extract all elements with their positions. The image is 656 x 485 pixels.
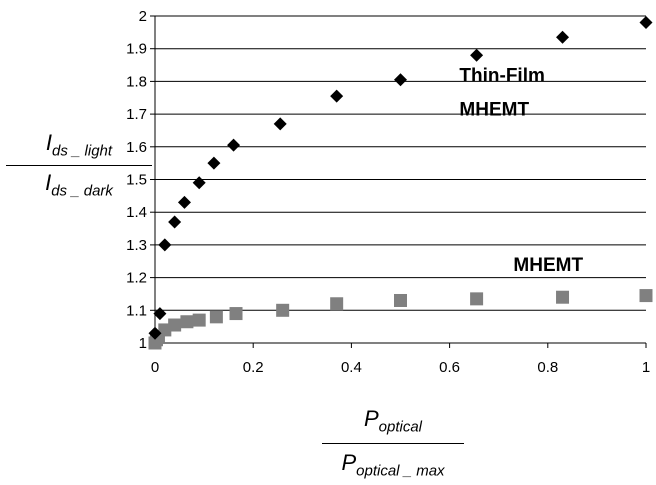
x-tick-label: 0 bbox=[151, 359, 159, 376]
x-axis-label-denominator: Poptical _ max bbox=[341, 450, 445, 480]
x-tick-label: 0.8 bbox=[537, 359, 558, 376]
mhemt-label: MHEMT bbox=[513, 255, 583, 276]
y-tick-labels: 1 1.1 1.2 1.3 1.4 1.5 1.6 1.7 1.8 1.9 2 bbox=[126, 8, 147, 352]
diamond-point bbox=[158, 238, 172, 252]
y-tick-label: 1.4 bbox=[126, 204, 147, 221]
y-tick-label: 1.9 bbox=[126, 41, 147, 58]
square-point bbox=[639, 289, 653, 303]
thin-film-mhemt-label: Thin-Film MHEMT bbox=[459, 65, 544, 120]
y-tick-label: 1 bbox=[139, 335, 147, 352]
diamond-point bbox=[273, 117, 287, 131]
x-axis-label-fraction-bar bbox=[322, 443, 464, 445]
square-point bbox=[168, 318, 182, 332]
square-point bbox=[229, 307, 243, 321]
y-tick-label: 2 bbox=[139, 8, 147, 25]
square-point bbox=[556, 290, 570, 304]
square-point bbox=[276, 303, 290, 317]
y-tick-label: 1.2 bbox=[126, 270, 147, 287]
diamond-point bbox=[153, 307, 167, 321]
y-axis-label-denominator: Ids _ dark bbox=[45, 170, 113, 200]
x-tick-label: 1 bbox=[642, 359, 650, 376]
y-tick-label: 1.3 bbox=[126, 237, 147, 254]
square-point bbox=[330, 297, 344, 311]
diamond-point bbox=[470, 48, 484, 62]
square-point bbox=[192, 313, 206, 327]
x-axis-label-numerator: Poptical bbox=[363, 406, 423, 436]
data-points bbox=[148, 16, 653, 350]
x-tick-label: 0.6 bbox=[439, 359, 460, 376]
y-tick-label: 1.7 bbox=[126, 106, 147, 123]
y-tick-label: 1.8 bbox=[126, 73, 147, 90]
diamond-point bbox=[556, 30, 570, 44]
square-point bbox=[394, 293, 407, 307]
y-axis-label-numerator: Ids _ light bbox=[45, 130, 113, 160]
y-tick-label: 1.1 bbox=[126, 302, 147, 319]
y-tick-label: 1.5 bbox=[126, 172, 147, 189]
square-point bbox=[158, 323, 172, 337]
annotations: Thin-Film MHEMT MHEMT bbox=[459, 65, 583, 276]
x-axis-label: Poptical Poptical _ max bbox=[322, 406, 464, 480]
diamond-point bbox=[148, 326, 162, 340]
diamond-point bbox=[639, 16, 653, 30]
square-point bbox=[209, 310, 223, 324]
diamond-point bbox=[330, 89, 344, 103]
diamond-point bbox=[207, 156, 221, 170]
square-point bbox=[470, 292, 484, 306]
diamond-point bbox=[394, 73, 407, 87]
x-tick-labels: 0 0.2 0.4 0.6 0.8 1 bbox=[151, 359, 650, 376]
x-tick-label: 0.2 bbox=[243, 359, 264, 376]
y-tick-label: 1.6 bbox=[126, 139, 147, 156]
x-tick-label: 0.4 bbox=[341, 359, 362, 376]
y-axis-label-fraction-bar bbox=[6, 165, 152, 167]
y-axis-label: Ids _ light Ids _ dark bbox=[6, 130, 152, 200]
axes bbox=[150, 15, 647, 348]
diamond-point bbox=[192, 176, 206, 190]
diamond-point bbox=[227, 138, 241, 152]
square-point bbox=[180, 315, 194, 329]
diamond-point bbox=[168, 215, 182, 229]
diamond-point bbox=[177, 195, 191, 209]
